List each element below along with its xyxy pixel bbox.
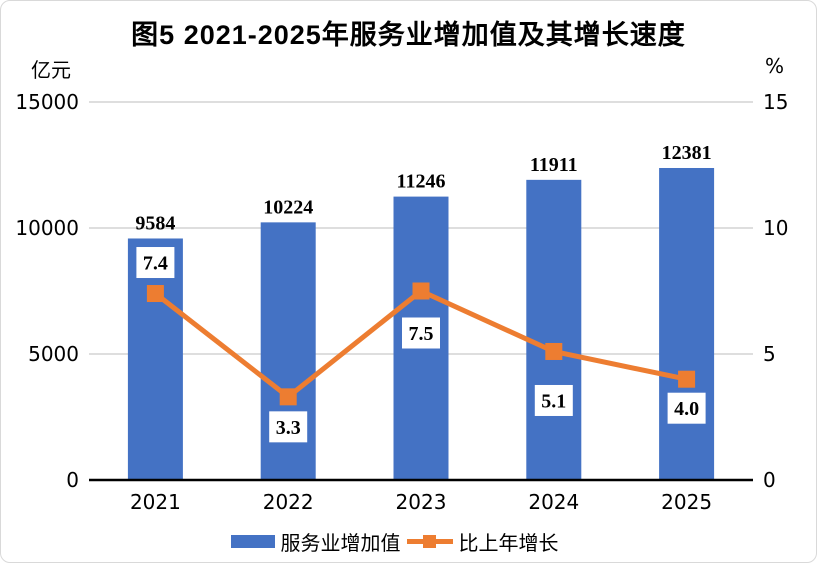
bar-2025 xyxy=(659,167,715,481)
left-axis-tick-label: 15000 xyxy=(15,90,79,114)
line-value-label-box xyxy=(667,392,706,424)
bar-value-label: 9584 xyxy=(135,212,175,234)
chart-title: 图5 2021-2025年服务业增加值及其增长速度 xyxy=(131,20,686,50)
line-value-label-box xyxy=(402,317,440,349)
line-value-label-box xyxy=(534,384,573,416)
legend-bar-label: 服务业增加值 xyxy=(280,533,401,555)
line-value-label-box xyxy=(136,247,175,279)
legend-line-swatch-icon xyxy=(406,534,453,549)
x-axis-label-2025: 2025 xyxy=(661,490,712,514)
right-axis-tick-label: 10 xyxy=(763,216,788,240)
line-value-label: 7.5 xyxy=(409,323,434,345)
bar-value-label: 11911 xyxy=(530,154,578,176)
x-axis-label-2023: 2023 xyxy=(396,490,447,514)
line-value-label: 4.0 xyxy=(674,398,699,420)
left-axis-unit-label: 亿元 xyxy=(31,58,71,82)
legend-line-label: 比上年增长 xyxy=(458,533,559,555)
line-marker xyxy=(412,282,430,300)
line-value-label-box xyxy=(269,411,308,443)
line-value-label: 7.4 xyxy=(143,253,168,275)
x-axis-label-2024: 2024 xyxy=(528,490,579,514)
line-marker xyxy=(146,285,164,303)
left-axis-tick-label: 10000 xyxy=(15,216,79,240)
right-axis-tick-label: 5 xyxy=(763,342,776,366)
right-axis-unit-label: % xyxy=(764,54,784,78)
x-axis-label-2021: 2021 xyxy=(130,490,181,514)
line-value-label: 5.1 xyxy=(541,390,566,412)
bar-value-label: 12381 xyxy=(662,142,712,164)
bar-2021 xyxy=(127,238,183,480)
left-axis-tick-label: 5000 xyxy=(28,342,79,366)
bar-value-label: 11246 xyxy=(397,171,446,193)
legend: 服务业增加值 比上年增长 xyxy=(1,527,802,556)
line-marker xyxy=(545,342,563,360)
right-axis-tick-label: 15 xyxy=(763,90,788,114)
line-marker xyxy=(279,388,297,406)
bar-2024 xyxy=(526,179,582,480)
left-axis-tick-label: 0 xyxy=(66,468,79,492)
line-value-label: 3.3 xyxy=(276,417,301,439)
right-axis-tick-label: 0 xyxy=(763,468,776,492)
legend-line-marker xyxy=(422,535,436,548)
legend-bar-swatch-icon xyxy=(230,535,275,548)
bar-value-label: 10224 xyxy=(263,196,313,218)
x-axis-label-2022: 2022 xyxy=(263,490,314,514)
line-marker xyxy=(678,370,696,388)
